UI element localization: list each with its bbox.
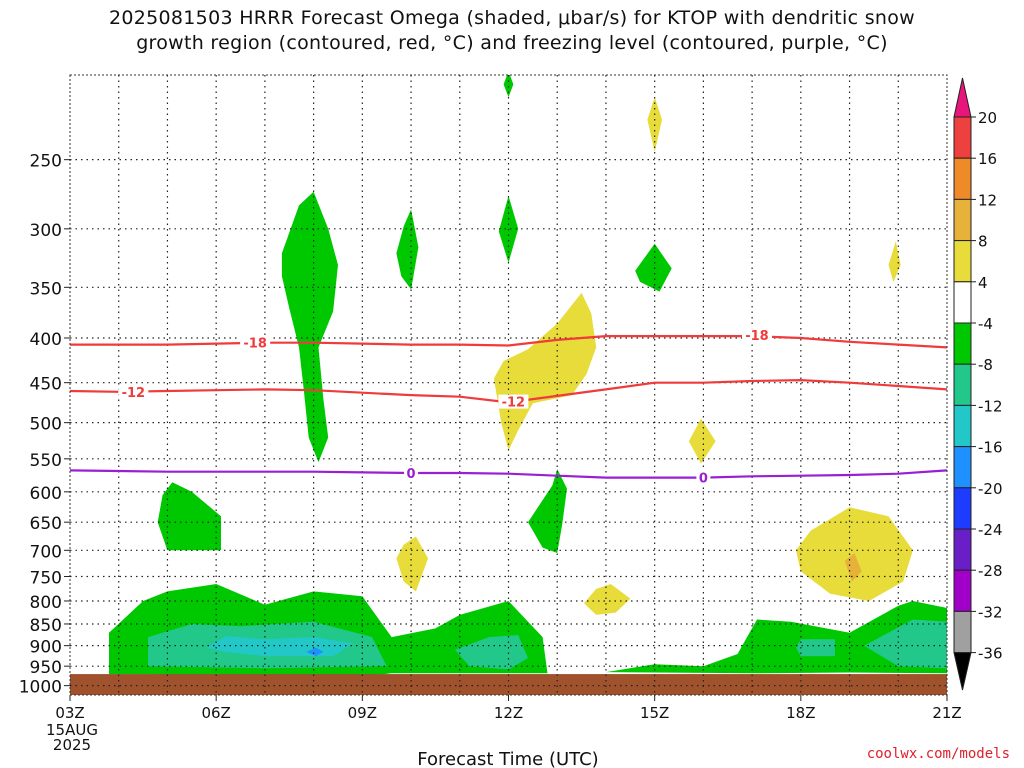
colorbar-bottom-arrow <box>953 652 972 691</box>
omega-region-8 <box>281 191 338 463</box>
colorbar-label-3: 8 <box>978 233 988 251</box>
contour-label-0-1: -18 <box>745 329 769 344</box>
y-tick-label-550: 550 <box>30 451 62 471</box>
colorbar-swatch-10 <box>953 487 972 530</box>
title-line-2: growth region (contoured, red, °C) and f… <box>136 32 888 54</box>
colorbar-label-4: 4 <box>978 274 988 292</box>
x-axis-title: Forecast Time (UTC) <box>417 749 598 768</box>
contour-label-bg-1-1 <box>498 394 529 409</box>
colorbar-swatch-11 <box>953 528 972 571</box>
plot-frame <box>69 74 948 696</box>
omega-region-6 <box>796 639 835 657</box>
y-tick-label-250: 250 <box>30 152 62 172</box>
colorbar-label-7: -12 <box>978 397 1003 415</box>
omega-region-10 <box>396 209 419 290</box>
colorbar-swatch-9 <box>953 446 972 489</box>
surface-band <box>70 674 947 695</box>
y-tick-label-1000: 1000 <box>19 678 62 698</box>
x-tick-label-21Z: 21Z <box>932 704 961 722</box>
contour-label-bg-0-1 <box>741 328 772 343</box>
contour-line-0 <box>70 335 947 349</box>
y-tick-label-850: 850 <box>30 616 62 636</box>
y-tick-label-450: 450 <box>30 375 62 395</box>
y-tick-label-600: 600 <box>30 484 62 504</box>
omega-region-16 <box>396 536 429 592</box>
omega-region-22 <box>844 553 862 582</box>
omega-region-20 <box>888 241 901 282</box>
credit-link[interactable]: coolwx.com/models <box>866 746 1010 762</box>
x-tick-label-03Z: 03Z <box>55 704 84 722</box>
contour-label-bg-1-0 <box>118 384 149 399</box>
omega-region-15 <box>493 292 597 451</box>
contour-label-2-1: 0 <box>699 472 708 487</box>
colorbar-swatch-8 <box>953 404 972 448</box>
colorbar-label-2: 12 <box>978 191 997 209</box>
omega-region-18 <box>688 418 716 464</box>
omega-region-14 <box>635 243 672 292</box>
colorbar-label-10: -24 <box>978 521 1003 539</box>
omega-region-7 <box>864 619 947 669</box>
contour-label-1-0: -12 <box>122 386 146 401</box>
contour-label-bg-0-0 <box>240 335 271 350</box>
colorbar-swatch-7 <box>953 363 972 406</box>
colorbar-swatch-13 <box>953 610 972 654</box>
colorbar-label-13: -36 <box>978 645 1003 663</box>
x-tick-label-12Z: 12Z <box>494 704 523 722</box>
omega-region-4 <box>454 635 528 670</box>
title-line-1: 2025081503 HRRR Forecast Omega (shaded, … <box>108 7 916 29</box>
y-tick-label-350: 350 <box>30 279 62 299</box>
colorbar-label-0: 20 <box>978 109 997 127</box>
contour-line-2 <box>70 469 947 479</box>
y-tick-label-700: 700 <box>30 542 62 562</box>
y-tick-label-300: 300 <box>30 221 62 241</box>
y-tick-label-750: 750 <box>30 568 62 588</box>
x-date-label-0: 15AUG <box>46 721 98 739</box>
colorbar-swatch-12 <box>953 569 972 612</box>
colorbar-label-11: -28 <box>978 562 1003 580</box>
colorbar-swatch-3 <box>953 198 972 242</box>
x-tick-label-15Z: 15Z <box>640 704 669 722</box>
y-tick-label-400: 400 <box>30 330 62 350</box>
plot-area: -18 -18 -12 -12 0 0 <box>70 75 947 695</box>
colorbar-swatch-6 <box>953 322 972 365</box>
y-tick-label-500: 500 <box>30 415 62 435</box>
x-tick-label-09Z: 09Z <box>348 704 377 722</box>
chart-title: 2025081503 HRRR Forecast Omega (shaded, … <box>0 6 1024 56</box>
x-tick-label-18Z: 18Z <box>786 704 815 722</box>
y-tick-label-900: 900 <box>30 638 62 658</box>
contour-label-bg-2-0 <box>404 466 419 481</box>
omega-region-13 <box>528 469 567 553</box>
omega-region-5 <box>605 601 947 674</box>
omega-region-9 <box>157 482 221 551</box>
contour-label-1-1: -12 <box>502 396 526 411</box>
contour-label-0-0: -18 <box>243 337 267 352</box>
colorbar-label-9: -20 <box>978 480 1003 498</box>
colorbar-label-12: -32 <box>978 603 1003 621</box>
x-date-label-1: 2025 <box>53 736 91 754</box>
colorbar-label-6: -8 <box>978 356 993 374</box>
y-tick-label-650: 650 <box>30 514 62 534</box>
colorbar-swatch-2 <box>953 157 972 200</box>
y-tick-label-800: 800 <box>30 593 62 613</box>
contour-label-bg-2-1 <box>696 470 711 485</box>
y-tick-label-950: 950 <box>30 658 62 678</box>
omega-region-3 <box>306 647 324 657</box>
x-tick-label-06Z: 06Z <box>201 704 230 722</box>
colorbar-top-arrow <box>953 77 972 118</box>
colorbar-label-8: -16 <box>978 439 1003 457</box>
colorbar-swatch-5 <box>953 281 972 324</box>
colorbar-swatch-4 <box>953 240 972 283</box>
colorbar-label-1: 16 <box>978 150 997 168</box>
colorbar-swatch-1 <box>953 116 972 159</box>
colorbar-label-5: -4 <box>978 315 993 333</box>
contour-label-2-0: 0 <box>407 467 416 482</box>
omega-region-17 <box>584 584 631 615</box>
